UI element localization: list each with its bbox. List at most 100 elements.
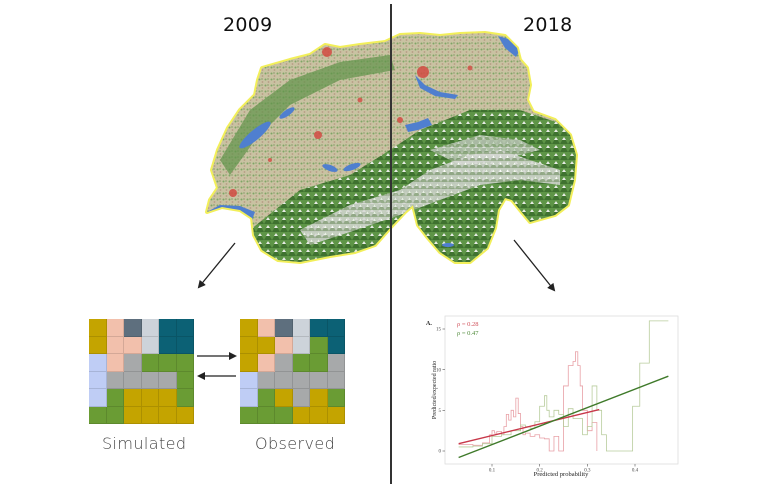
simulated-grid xyxy=(89,319,194,424)
grid-cell xyxy=(141,371,159,389)
grid-cell xyxy=(176,319,194,337)
grid-cell xyxy=(176,354,194,372)
grid-cell xyxy=(310,389,328,407)
grid-cell xyxy=(310,371,328,389)
x-axis-label: Predicted probability xyxy=(534,471,589,478)
grid-cell xyxy=(275,406,293,424)
grid-cell xyxy=(124,319,142,337)
y-tick-label: 5 xyxy=(439,409,442,414)
x-tick-label: 0.2 xyxy=(537,469,544,474)
grid-cell xyxy=(292,354,310,372)
grid-cell xyxy=(89,319,107,337)
grid-cell xyxy=(292,336,310,354)
grid-cell xyxy=(292,406,310,424)
grid-cell xyxy=(124,354,142,372)
grid-cell xyxy=(257,319,275,337)
period-divider xyxy=(390,4,392,484)
grid-cell xyxy=(310,336,328,354)
plot-area xyxy=(444,315,679,465)
grid-cell xyxy=(240,319,258,337)
grid-cell xyxy=(106,336,124,354)
grid-cell xyxy=(310,406,328,424)
grid-cell xyxy=(275,371,293,389)
grid-cell xyxy=(89,389,107,407)
grid-cell xyxy=(257,354,275,372)
y-tick-label: 15 xyxy=(436,328,442,333)
grid-cell xyxy=(292,389,310,407)
grid-cell xyxy=(240,371,258,389)
y-axis-label: Predicted/expected ratio xyxy=(432,361,438,419)
ratio-step-line xyxy=(458,320,669,452)
grid-cell xyxy=(176,371,194,389)
grid-cell xyxy=(106,406,124,424)
grid-cell xyxy=(124,336,142,354)
grid-cell xyxy=(240,389,258,407)
grid-cell xyxy=(106,389,124,407)
x-tick-label: 0.1 xyxy=(489,469,496,474)
grid-cell xyxy=(240,406,258,424)
grid-cell xyxy=(257,336,275,354)
grid-cell xyxy=(292,371,310,389)
grid-cell xyxy=(89,336,107,354)
observed-label: Observed xyxy=(255,434,336,453)
grid-cell xyxy=(159,354,177,372)
grid-cell xyxy=(159,406,177,424)
grid-cell xyxy=(176,406,194,424)
grid-cell xyxy=(240,336,258,354)
grid-cell xyxy=(159,371,177,389)
grid-cell xyxy=(310,354,328,372)
grid-cell xyxy=(89,406,107,424)
grid-cell xyxy=(327,354,345,372)
grid-cell xyxy=(106,319,124,337)
grid-cell xyxy=(275,319,293,337)
grid-cell xyxy=(124,389,142,407)
ratio-step-line xyxy=(458,351,598,452)
x-tick-label: 0.4 xyxy=(632,469,639,474)
arrow-map-to-chart xyxy=(513,239,556,292)
simulated-label: Simulated xyxy=(102,434,187,453)
grid-cell xyxy=(275,336,293,354)
grid-cell xyxy=(327,371,345,389)
grid-cell xyxy=(310,319,328,337)
grid-cell xyxy=(89,354,107,372)
legend-rho-047: ρ = 0.47 xyxy=(457,330,479,337)
grid-cell xyxy=(240,354,258,372)
observed-grid xyxy=(240,319,345,424)
grid-cell xyxy=(275,354,293,372)
x-tick-label: 0.3 xyxy=(584,469,591,474)
y-tick-label: 10 xyxy=(436,368,442,373)
grid-cell xyxy=(141,406,159,424)
grid-cell xyxy=(106,371,124,389)
arrow-map-to-grids xyxy=(197,242,236,289)
year-label-2009: 2009 xyxy=(223,14,273,36)
grid-cell xyxy=(106,354,124,372)
grid-cell xyxy=(327,389,345,407)
grid-cell xyxy=(327,336,345,354)
grid-cell xyxy=(257,406,275,424)
grid-cell xyxy=(257,371,275,389)
grid-cell xyxy=(141,336,159,354)
grid-cell xyxy=(257,389,275,407)
grid-cell xyxy=(124,406,142,424)
grid-cell xyxy=(176,389,194,407)
grid-cell xyxy=(327,406,345,424)
legend-rho-028: ρ = 0.28 xyxy=(457,321,479,328)
grid-cell xyxy=(141,389,159,407)
year-label-2018: 2018 xyxy=(523,14,573,36)
grid-cell xyxy=(124,371,142,389)
grid-cell xyxy=(275,389,293,407)
panel-label: A. xyxy=(426,321,432,327)
grid-cell xyxy=(327,319,345,337)
grid-cell xyxy=(159,336,177,354)
grid-cell xyxy=(89,371,107,389)
grid-cell xyxy=(141,354,159,372)
grid-cell xyxy=(159,319,177,337)
grid-cell xyxy=(141,319,159,337)
regression-line xyxy=(458,408,600,445)
grid-cell xyxy=(176,336,194,354)
regression-line xyxy=(458,375,669,459)
grid-cell xyxy=(159,389,177,407)
y-tick-label: 0 xyxy=(439,450,442,455)
